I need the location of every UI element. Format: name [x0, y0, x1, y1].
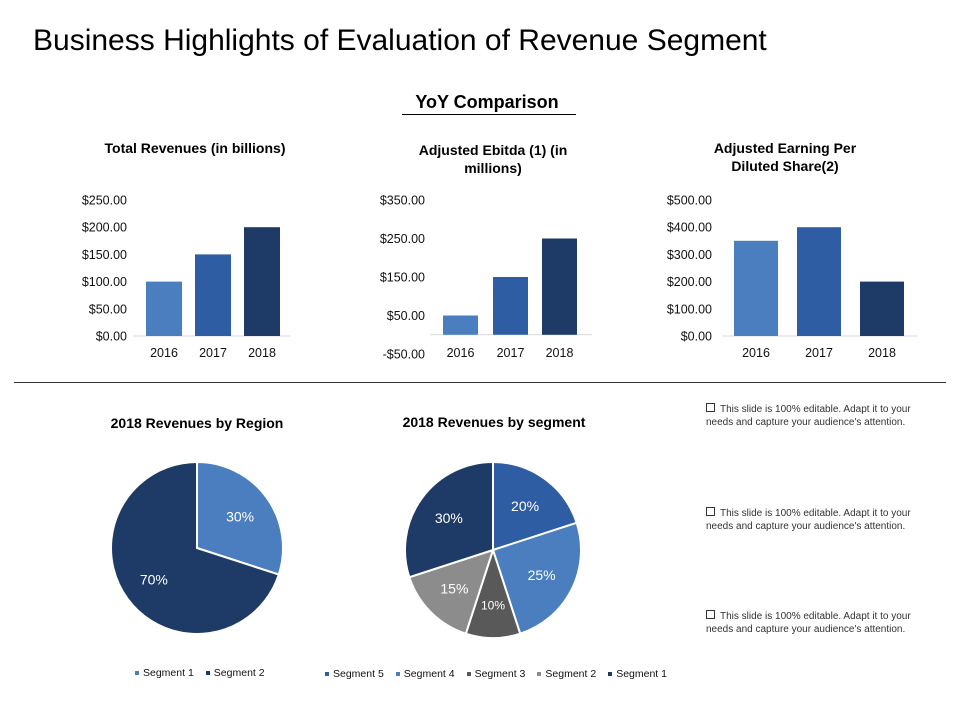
pie-data-label: 20%: [511, 498, 539, 514]
x-tick-label: 2018: [868, 346, 896, 360]
pie-data-label: 15%: [440, 581, 468, 597]
note-text: This slide is 100% editable. Adapt it to…: [706, 508, 911, 532]
checkbox-icon: [706, 507, 715, 516]
y-tick-label: $300.00: [667, 248, 712, 262]
y-tick-label: $150.00: [82, 248, 127, 262]
note-2: This slide is 100% editable. Adapt it to…: [706, 507, 916, 533]
legend-label: Segment 2: [213, 667, 265, 679]
legend-swatch: [325, 672, 329, 676]
legend-label: Segment 3: [474, 668, 526, 680]
section-title: YoY Comparison: [415, 92, 559, 112]
y-tick-label: $100.00: [667, 302, 712, 316]
legend-swatch: [395, 672, 400, 676]
legend-swatch: [608, 672, 613, 676]
legend-label: Segment 2: [545, 668, 597, 680]
bar-2018: [244, 227, 280, 336]
legend-label: Segment 5: [333, 668, 384, 680]
y-tick-label: $200.00: [667, 275, 712, 289]
pie-data-label: 70%: [140, 571, 168, 587]
bar-2018: [860, 281, 904, 336]
legend-item: Segment 2: [205, 667, 265, 679]
legend-label: Segment 4: [403, 668, 455, 680]
pie-slice-segment-5: [492, 460, 578, 552]
y-tick-label: -$50.00: [383, 348, 425, 362]
legend-item: Segment 5: [325, 668, 384, 680]
note-1: This slide is 100% editable. Adapt it to…: [706, 403, 916, 429]
legend-swatch: [135, 671, 139, 675]
legend-region: Segment 1 Segment 2: [135, 667, 265, 679]
chart-title-earning-per-share: Adjusted Earning Per Diluted Share(2): [713, 140, 857, 174]
y-tick-label: $250.00: [82, 194, 127, 208]
y-tick-label: $0.00: [96, 330, 127, 344]
x-tick-label: 2018: [546, 346, 574, 360]
legend-item: Segment 4: [395, 668, 455, 680]
bar-2016: [146, 281, 182, 336]
x-tick-label: 2016: [447, 346, 475, 360]
pie-data-label: 10%: [481, 599, 505, 613]
x-tick-label: 2018: [248, 346, 276, 360]
x-tick-label: 2017: [805, 346, 833, 360]
note-text: This slide is 100% editable. Adapt it to…: [706, 404, 911, 428]
bar-2017: [195, 254, 231, 336]
pie-slice-segment-4: [491, 521, 582, 635]
bar-2016: [734, 240, 778, 336]
legend-segment: Segment 5 Segment 4 Segment 3 Segment 2 Segm…: [325, 668, 667, 680]
section-title-underline: [402, 114, 576, 115]
x-tick-label: 2017: [199, 346, 227, 360]
pie-slice-segment-1: [404, 460, 494, 579]
bar-2016: [443, 315, 478, 335]
chart-title-total-revenues: Total Revenues (in billions): [104, 140, 286, 156]
x-tick-label: 2017: [497, 346, 525, 360]
legend-swatch: [537, 672, 542, 676]
y-tick-label: $200.00: [82, 221, 127, 235]
legend-swatch: [205, 671, 210, 675]
note-text: This slide is 100% editable. Adapt it to…: [706, 611, 911, 635]
pie-slice-segment-2: [110, 460, 281, 635]
pie-slice-segment-1: [196, 460, 284, 576]
legend-item: Segment 1: [135, 667, 194, 679]
bar-2017: [797, 227, 841, 336]
y-tick-label: $500.00: [667, 194, 712, 208]
legend-item: Segment 1: [608, 668, 667, 680]
bar-2018: [542, 238, 577, 335]
chart-title-revenues-by-segment: 2018 Revenues by segment: [402, 414, 586, 430]
legend-label: Segment 1: [143, 667, 194, 679]
y-tick-label: $50.00: [387, 309, 425, 323]
bar-2017: [493, 277, 528, 335]
legend-label: Segment 1: [616, 668, 667, 680]
y-tick-label: $400.00: [667, 221, 712, 235]
chart-title-adjusted-ebitda: Adjusted Ebitda (1) (in millions): [418, 142, 568, 176]
y-tick-label: $250.00: [380, 232, 425, 246]
pie-data-label: 25%: [528, 567, 556, 583]
section-divider: [14, 382, 946, 383]
slide-title: Business Highlights of Evaluation of Rev…: [33, 24, 767, 57]
y-tick-label: $350.00: [380, 194, 425, 208]
legend-item: Segment 2: [537, 668, 596, 680]
note-3: This slide is 100% editable. Adapt it to…: [706, 610, 916, 636]
x-tick-label: 2016: [150, 346, 178, 360]
checkbox-icon: [706, 403, 715, 412]
pie-data-label: 30%: [226, 509, 254, 525]
chart-title-revenues-by-region: 2018 Revenues by Region: [110, 415, 284, 431]
x-tick-label: 2016: [742, 346, 770, 360]
pie-data-label: 30%: [435, 510, 463, 526]
y-tick-label: $50.00: [89, 302, 127, 316]
y-tick-label: $100.00: [82, 275, 127, 289]
legend-swatch: [466, 672, 471, 676]
legend-item: Segment 3: [466, 668, 526, 680]
y-tick-label: $150.00: [380, 271, 425, 285]
checkbox-icon: [706, 610, 715, 619]
y-tick-label: $0.00: [681, 330, 712, 344]
